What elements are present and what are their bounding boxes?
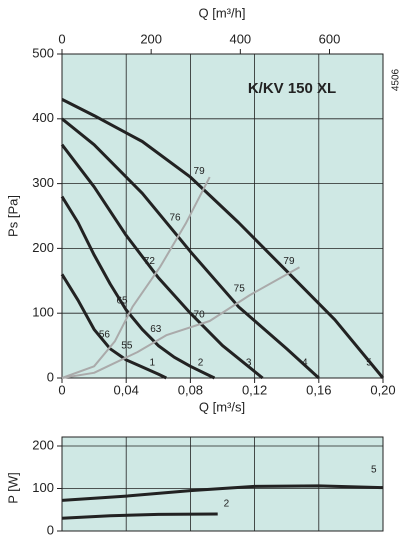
point-label: 56 (99, 330, 111, 341)
point-label: 65 (116, 295, 128, 306)
series-label: 2 (224, 499, 230, 510)
line-series (61, 512, 218, 520)
series-label: 2 (198, 358, 204, 369)
y-tick-label: 500 (32, 45, 54, 60)
y-tick-label: 200 (32, 437, 54, 452)
line-series (61, 484, 384, 502)
series-label: 1 (150, 358, 156, 369)
y-axis-label: Ps [Pa] (5, 195, 20, 237)
y-tick-label: 400 (32, 110, 54, 125)
point-label: 70 (194, 310, 206, 321)
line-series (60, 195, 216, 380)
x-tick-label: 0,16 (306, 382, 331, 397)
y-axis-label: P [W] (5, 472, 20, 504)
y-tick-label: 100 (32, 305, 54, 320)
chart-title: K/KV 150 XL (248, 80, 336, 97)
x2-tick-label: 0 (58, 31, 65, 46)
y-tick-label: 100 (32, 480, 54, 495)
point-label: 79 (194, 166, 206, 177)
line-series (61, 266, 300, 379)
x2-tick-label: 400 (229, 31, 251, 46)
point-label: 72 (144, 256, 156, 267)
x-tick-label: 0 (58, 382, 65, 397)
point-label: 75 (234, 284, 246, 295)
note: 4506 (391, 68, 402, 91)
line-series (60, 143, 264, 380)
line-series (60, 273, 167, 380)
point-label: 55 (121, 341, 133, 352)
series-label: 5 (371, 464, 377, 475)
x-tick-label: 0,12 (242, 382, 267, 397)
x2-axis-label: Q [m³/h] (199, 5, 246, 20)
x-tick-label: 0,04 (114, 382, 139, 397)
y-tick-label: 200 (32, 240, 54, 255)
x-tick-label: 0,08 (178, 382, 203, 397)
line-series (61, 176, 211, 379)
point-label: 63 (150, 324, 162, 335)
point-label: 76 (169, 212, 181, 223)
y-tick-label: 0 (47, 522, 54, 537)
y-tick-label: 300 (32, 175, 54, 190)
plot-area (61, 53, 384, 379)
x2-tick-label: 200 (140, 31, 162, 46)
x-tick-label: 0,20 (370, 382, 395, 397)
series-label: 5 (366, 358, 372, 369)
series-label: 3 (246, 358, 252, 369)
x-axis-label: Q [m³/s] (199, 399, 245, 414)
line-series (61, 117, 320, 380)
series-label: 4 (302, 358, 308, 369)
y-tick-label: 0 (47, 369, 54, 384)
x2-tick-label: 600 (319, 31, 341, 46)
line-series (61, 98, 385, 379)
point-label: 79 (283, 256, 295, 267)
